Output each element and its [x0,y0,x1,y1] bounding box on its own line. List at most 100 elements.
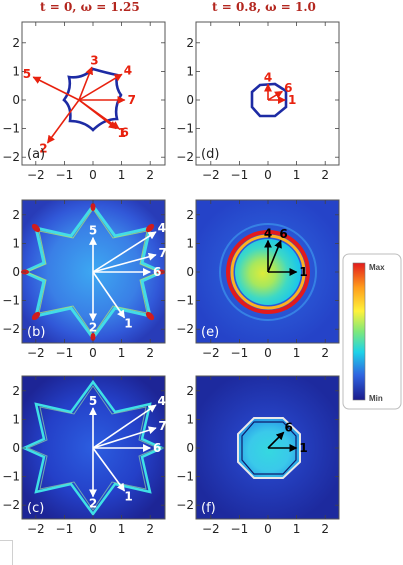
vector-1 [92,271,126,319]
colorbar-max-label: Max [369,263,385,272]
x-tick-label: 1 [293,346,301,360]
panel-label: (c) [27,501,44,516]
y-tick-label: −1 [2,294,20,308]
x-tick-label: −2 [27,522,45,536]
star-contour [62,67,123,132]
x-tick-label: 2 [146,522,154,536]
y-tick-label: 1 [186,412,194,426]
y-tick-label: 0 [12,441,20,455]
vector-label-6: 6 [279,227,287,241]
title-right: t = 0.8, ω = 1.0 [212,0,316,14]
vector-label-5: 5 [89,394,97,408]
panel-label: (b) [27,325,45,340]
title-left: t = 0, ω = 1.25 [40,0,140,14]
y-tick-label: 1 [12,412,20,426]
vector-label-4: 4 [158,221,166,235]
vector-5 [32,76,80,101]
y-tick-label: 0 [12,93,20,107]
vector-4 [78,73,123,101]
x-tick-label: −1 [56,168,74,182]
y-tick-label: −2 [2,322,20,336]
y-tick-label: 1 [186,64,194,78]
vector-1 [92,447,126,492]
colorbar: Max Min [342,253,402,410]
y-tick-label: −2 [2,498,20,512]
x-tick-label: 2 [321,346,329,360]
x-tick-label: 0 [264,168,272,182]
x-tick-label: −1 [231,168,249,182]
y-tick-label: 0 [186,265,194,279]
y-tick-label: 2 [12,384,20,398]
hexagon-contour [250,82,288,118]
x-tick-label: 0 [89,522,97,536]
vector-3 [78,66,93,101]
vector-label-4: 4 [124,64,132,78]
x-tick-label: −2 [27,346,45,360]
panel-label: (d) [201,147,219,162]
vector-label-2: 2 [89,321,97,335]
vector-6 [267,431,285,449]
vector-6 [78,99,120,130]
x-tick-label: 0 [89,168,97,182]
vector-label-2: 2 [39,142,47,156]
vector-7 [92,252,157,273]
x-tick-label: −2 [202,168,220,182]
panel-label: (a) [27,147,45,162]
panel-a [21,21,166,166]
star-edge [20,379,166,517]
y-tick-label: 0 [186,93,194,107]
vector-label-5: 5 [23,67,31,81]
vector-label-3: 3 [90,54,98,68]
y-tick-label: 0 [186,441,194,455]
x-tick-label: 1 [293,168,301,182]
vector-2 [46,99,80,144]
y-tick-label: 2 [12,36,20,50]
vector-label-6: 6 [284,81,292,95]
x-tick-label: −1 [231,522,249,536]
vector-label-4: 4 [264,227,272,241]
vector-label-1: 1 [124,317,132,331]
vector-6 [267,239,282,273]
x-tick-label: 0 [264,346,272,360]
y-tick-label: 1 [186,236,194,250]
x-tick-label: 1 [118,522,126,536]
vector-6 [267,90,283,101]
x-tick-label: −2 [202,522,220,536]
y-tick-label: 2 [186,384,194,398]
x-tick-label: 1 [293,522,301,536]
x-tick-label: 2 [321,168,329,182]
y-tick-label: −2 [176,150,194,164]
y-tick-label: 2 [186,36,194,50]
x-tick-label: 2 [321,522,329,536]
y-tick-label: 1 [12,236,20,250]
y-tick-label: 2 [186,208,194,222]
panel-label: (f) [201,501,216,516]
x-tick-label: 1 [118,346,126,360]
y-tick-label: −2 [176,322,194,336]
x-tick-label: 2 [146,346,154,360]
vector-4 [92,231,157,273]
vector-label-2: 2 [89,497,97,511]
vector-label-1: 1 [288,93,296,107]
vector-label-4: 4 [264,70,272,84]
vector-7 [92,426,157,449]
page-corner [0,540,13,565]
x-tick-label: 0 [89,346,97,360]
vector-label-6: 6 [153,441,161,455]
vector-label-7: 7 [128,93,136,107]
y-tick-label: −1 [2,122,20,136]
x-tick-label: −2 [202,346,220,360]
vector-label-6: 6 [121,126,129,140]
vector-label-5: 5 [89,224,97,238]
x-tick-label: 2 [146,168,154,182]
y-tick-label: −1 [2,470,20,484]
y-tick-label: 2 [12,208,20,222]
vector-label-6: 6 [285,420,293,434]
vector-label-1: 1 [299,265,307,279]
vector-label-1: 1 [124,490,132,504]
vector-4 [92,404,157,449]
y-tick-label: −2 [176,498,194,512]
x-tick-label: −1 [231,346,249,360]
x-tick-label: −2 [27,168,45,182]
